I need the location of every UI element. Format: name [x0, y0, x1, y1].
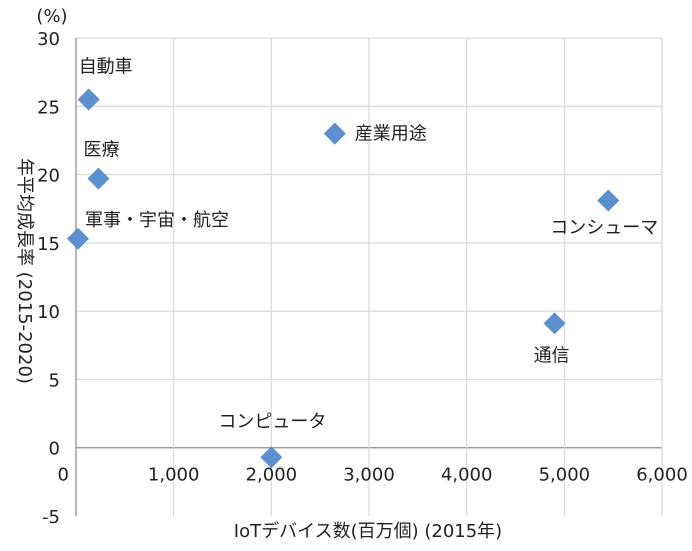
data-point — [87, 167, 110, 190]
data-points — [66, 88, 620, 469]
y-tick-label: -5 — [42, 507, 60, 528]
point-label: 自動車 — [79, 56, 133, 77]
x-tick-label: 5,000 — [539, 465, 591, 486]
x-tick-label: 4,000 — [441, 465, 493, 486]
y-tick-label: 15 — [37, 234, 60, 255]
y-axis-unit: (%) — [36, 6, 67, 27]
y-tick-label: 5 — [49, 370, 60, 391]
point-label: コンシューマ — [550, 218, 658, 239]
data-point — [597, 189, 620, 212]
y-axis-label: 年平均成長率 (2015-2020) — [14, 158, 35, 384]
point-label: 医療 — [83, 140, 119, 161]
data-point — [66, 227, 89, 250]
y-tick-label: 25 — [37, 97, 60, 118]
point-label: 通信 — [534, 345, 570, 366]
data-point — [77, 88, 100, 111]
gridlines — [75, 37, 663, 516]
point-label: 産業用途 — [355, 124, 427, 145]
y-tick-label: 0 — [49, 439, 60, 460]
x-tick-label: 0 — [58, 465, 69, 486]
y-tick-label: 30 — [37, 29, 60, 50]
y-tick-label: 20 — [37, 166, 60, 187]
x-tick-label: 1,000 — [148, 465, 200, 486]
x-tick-label: 6,000 — [636, 465, 688, 486]
axis-ticks: -5 0 5 10 15 20 25 30 0 1,000 2,000 3,000 4,000 5,000… — [37, 29, 688, 528]
point-label: 軍事・宇宙・航空 — [85, 210, 229, 231]
y-tick-label: 10 — [37, 302, 60, 323]
x-axis-label: IoTデバイス数(百万個) (2015年) — [234, 521, 502, 542]
data-point — [543, 312, 566, 335]
point-label: コンピュータ — [218, 411, 326, 432]
x-tick-label: 3,000 — [343, 465, 395, 486]
data-point — [260, 446, 283, 469]
x-tick-label: 2,000 — [246, 465, 298, 486]
data-point — [323, 122, 346, 145]
